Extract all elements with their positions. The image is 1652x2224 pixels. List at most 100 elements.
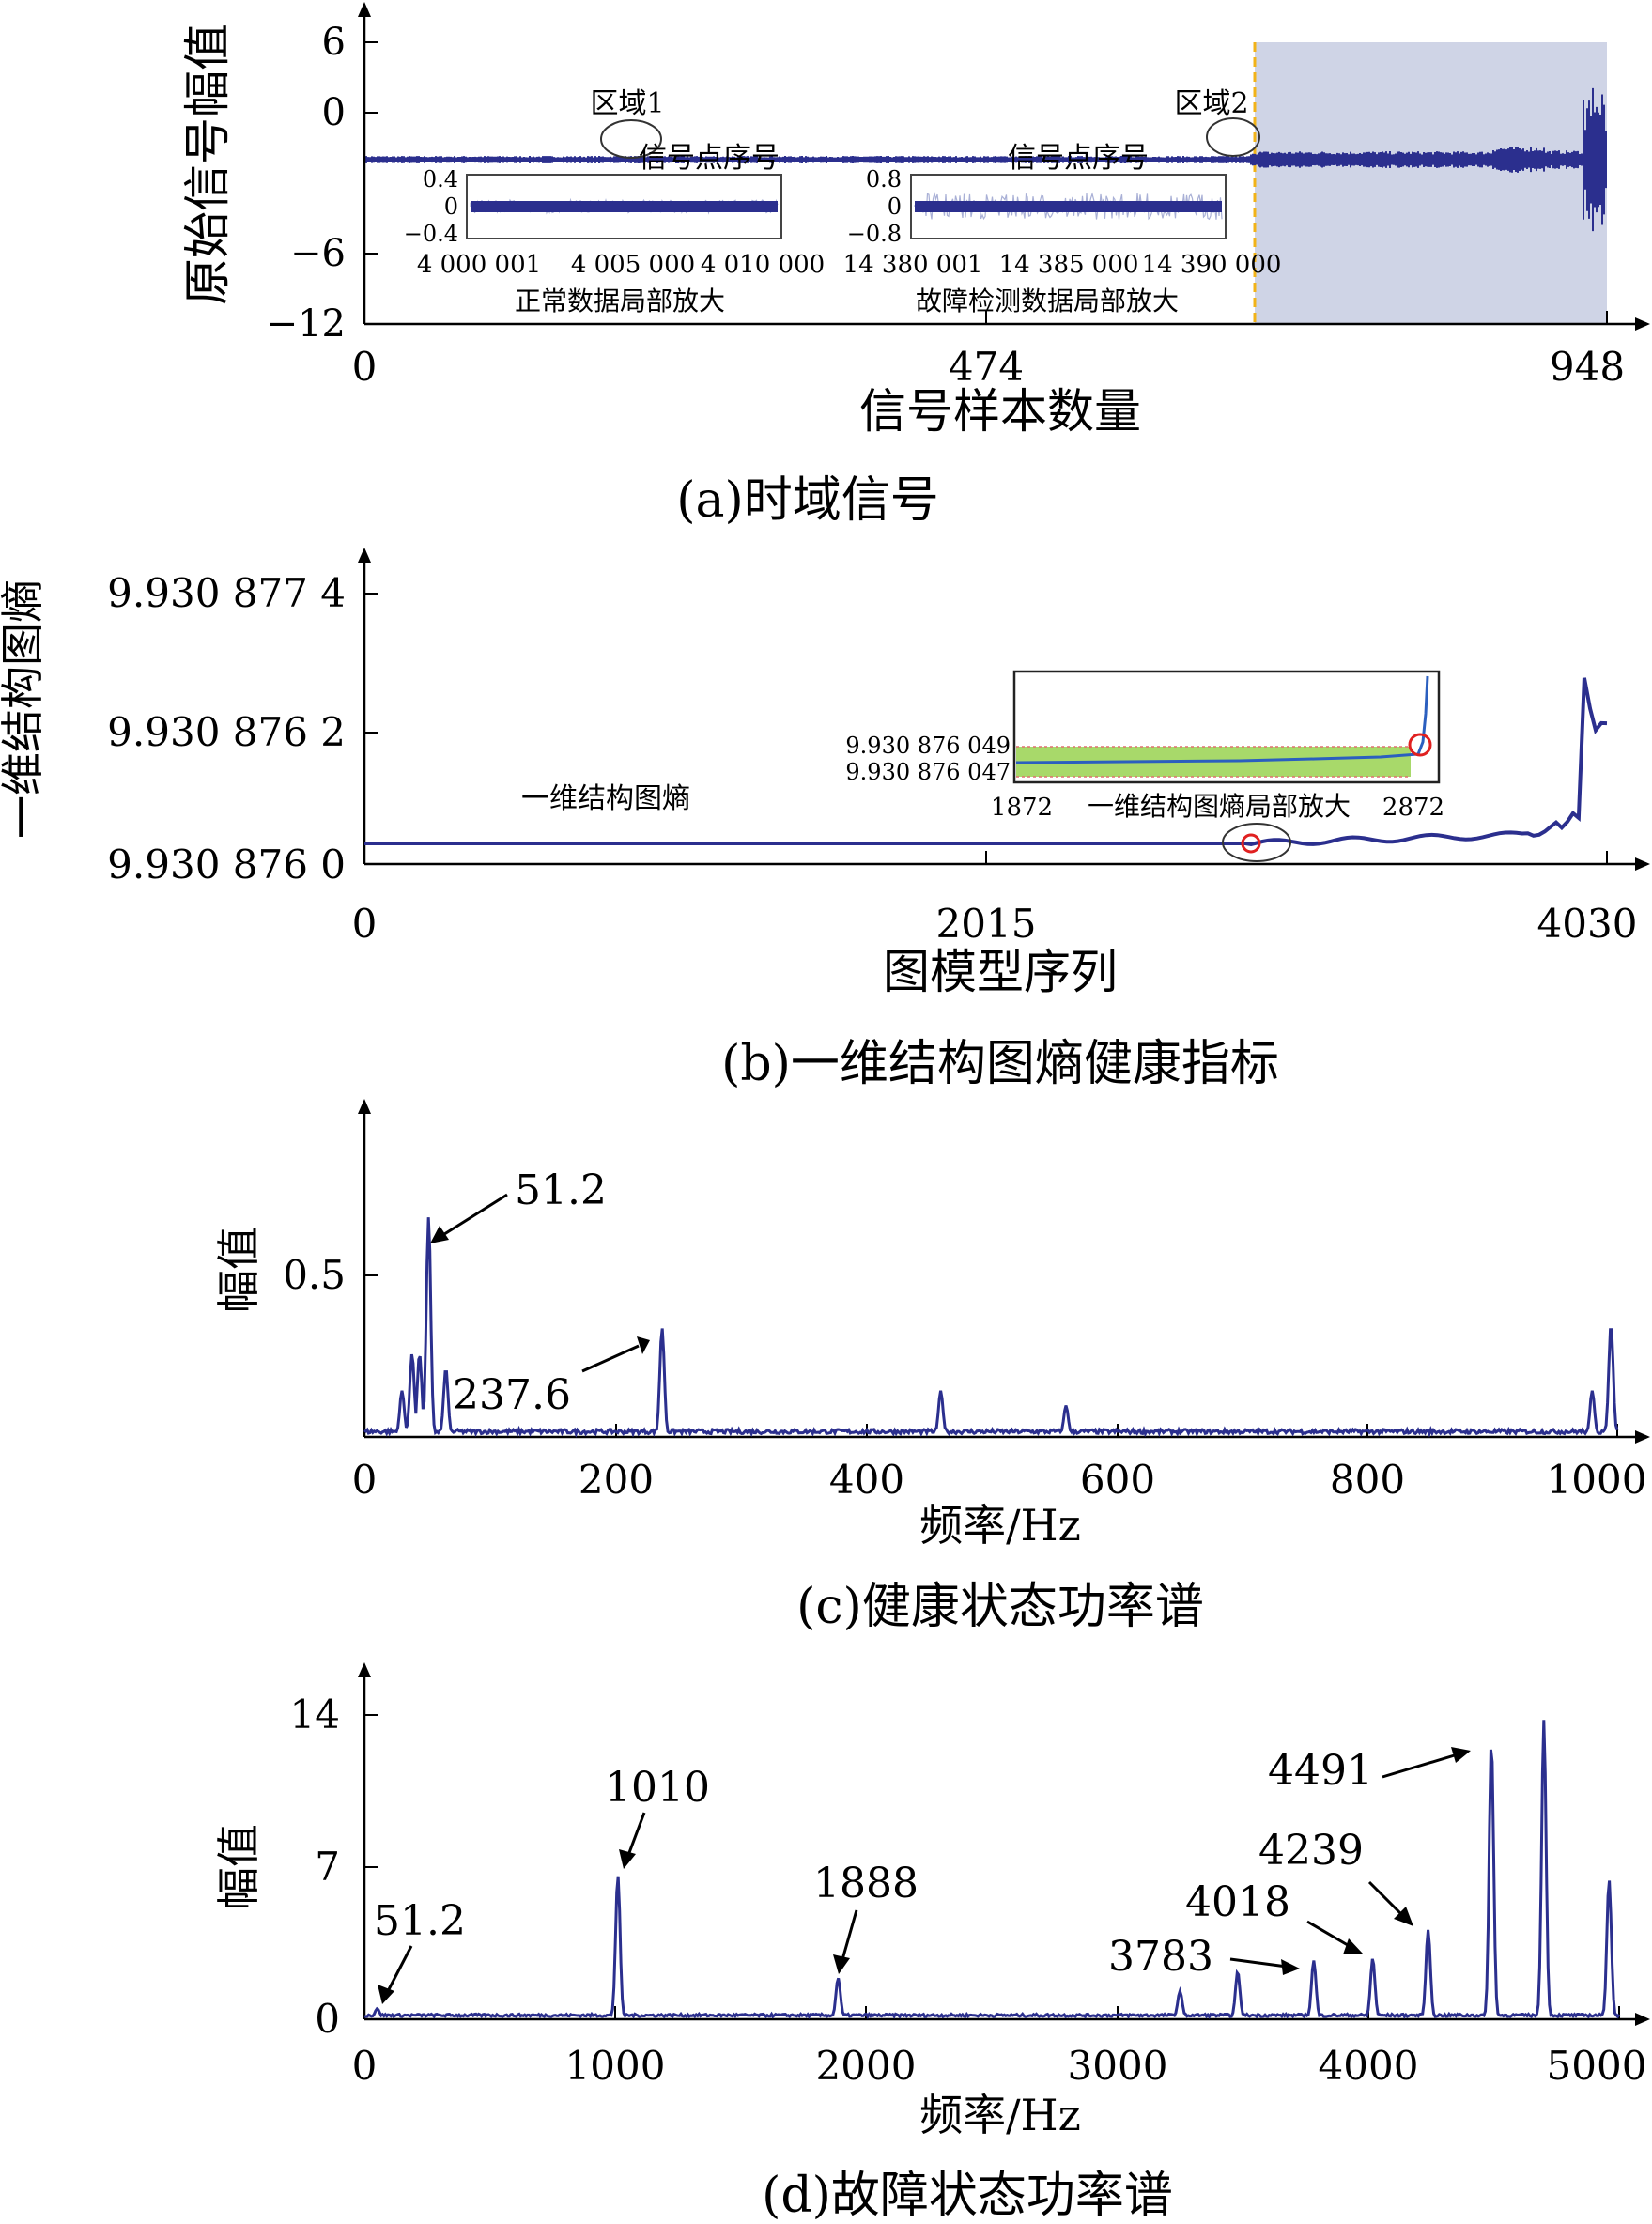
b-marker	[1241, 833, 1261, 854]
d-annot-4491: 4491	[1268, 1747, 1373, 1795]
b-inset-ytick: 9.930 876 049	[845, 733, 1011, 759]
d-ytick-label: 14	[290, 1691, 340, 1738]
c-xtick-label: 0	[352, 1457, 378, 1503]
c-arrowhead-237	[637, 1336, 650, 1354]
d-xtick-label: 0	[352, 2043, 378, 2089]
a-ytick-label: 0	[322, 91, 346, 134]
c-xtick-label: 200	[579, 1457, 654, 1503]
panel-a: 6 0 −6 −12 0 474 948 信号样本数量 原始信号幅值 (a)时域…	[180, 2, 1650, 529]
d-xtick-label: 1000	[565, 2043, 666, 2089]
d-annot-3783: 3783	[1108, 1933, 1213, 1981]
inset1-trace	[470, 197, 779, 215]
a-x-axis-title: 信号样本数量	[859, 384, 1141, 439]
inset1-title: 信号点序号	[639, 142, 780, 175]
fault-region	[1255, 42, 1607, 324]
b-xtick-label: 0	[352, 901, 378, 947]
d-arrowhead-4491	[1451, 1747, 1471, 1763]
b-x-axis-arrow	[1635, 857, 1650, 871]
d-arrow-1888	[840, 1909, 858, 1964]
inset2-xtick: 14 380 001	[843, 251, 983, 279]
a-ytick-label: 6	[322, 21, 346, 64]
fault-spectrum-trace	[363, 1720, 1621, 2020]
inset1-caption: 正常数据局部放大	[515, 286, 725, 317]
inset2-ytick: −0.8	[847, 221, 902, 247]
inset1-ytick: 0	[444, 193, 458, 220]
d-arrow-4239	[1367, 1880, 1407, 1920]
inset2-trace	[914, 191, 1223, 221]
c-xtick-label: 1000	[1547, 1457, 1647, 1503]
a-ytick-label: −12	[267, 302, 346, 346]
b-inset-trace	[1015, 675, 1429, 764]
inset-normal: 信号点序号 0.4 0 −0.4 4 000 001 4 005 000 4 0…	[404, 142, 825, 317]
d-caption: (d)故障状态功率谱	[762, 2168, 1173, 2224]
d-annot-4239: 4239	[1258, 1827, 1364, 1875]
panel-d: 14 7 0 0 1000 2000 3000 4000 5000 频率/Hz …	[213, 1662, 1650, 2224]
d-arrow-4018	[1306, 1920, 1353, 1950]
d-arrowhead-51	[378, 1985, 394, 2004]
d-ytick-label: 7	[315, 1844, 340, 1890]
region1-label: 区域1	[590, 87, 664, 120]
region2-ellipse	[1206, 117, 1260, 157]
d-ytick-label: 0	[315, 1996, 340, 2042]
b-xtick-label: 2015	[936, 901, 1037, 947]
inset2-ytick: 0	[888, 193, 902, 220]
d-x-axis-title: 频率/Hz	[919, 2090, 1081, 2140]
a-xtick-label: 474	[949, 344, 1024, 390]
inset1-xtick: 4 010 000	[701, 251, 825, 279]
a-xtick-label: 948	[1550, 344, 1625, 390]
panel-c: 0.5 0 200 400 600 800 1000 频率/Hz 幅值 (c)健…	[213, 1099, 1650, 1635]
panel-b: 9.930 877 4 9.930 876 2 9.930 876 0 0 20…	[0, 548, 1650, 1092]
c-arrow-237	[581, 1344, 640, 1373]
c-xtick-label: 400	[829, 1457, 904, 1503]
region1-ellipse	[600, 119, 662, 159]
inset2-xtick: 14 385 000	[999, 251, 1139, 279]
a-ytick-label: −6	[290, 232, 346, 275]
inset1-ytick: −0.4	[404, 221, 458, 247]
d-x-axis-arrow	[1635, 2013, 1650, 2026]
d-arrow-1010	[625, 1812, 646, 1859]
d-arrow-3783	[1229, 1957, 1288, 1969]
c-ytick-label: 0.5	[283, 1252, 346, 1298]
c-caption: (c)健康状态功率谱	[796, 1579, 1204, 1635]
a-xtick-label: 0	[352, 344, 378, 390]
b-inset-xend: 2872	[1382, 794, 1444, 822]
d-xtick-label: 3000	[1068, 2043, 1168, 2089]
d-arrowhead-4239	[1394, 1907, 1413, 1926]
entropy-trace	[364, 677, 1608, 847]
b-marker-ellipse	[1222, 823, 1291, 862]
d-arrow-51	[385, 1945, 413, 1994]
c-y-axis-title: 幅值	[213, 1227, 264, 1313]
b-inset-marker	[1408, 733, 1432, 757]
inset2-xtick: 14 390 000	[1142, 251, 1282, 279]
b-inset-caption: 一维结构图熵局部放大	[1088, 791, 1351, 822]
c-arrowhead-51	[430, 1226, 449, 1243]
c-annot-51: 51.2	[515, 1166, 607, 1214]
spectrum-trace	[363, 1217, 1619, 1438]
b-y-axis-title: 一维结构图熵	[0, 579, 48, 839]
inset1-xtick: 4 000 001	[417, 251, 541, 279]
c-xtick-label: 800	[1330, 1457, 1405, 1503]
c-y-axis-arrow	[358, 1099, 371, 1114]
d-xtick-label: 4000	[1319, 2043, 1419, 2089]
d-xtick-label: 2000	[816, 2043, 917, 2089]
b-series-label: 一维结构图熵	[521, 782, 690, 815]
d-arrowhead-1888	[833, 1954, 850, 1974]
d-arrowhead-3783	[1281, 1959, 1300, 1975]
b-ytick-label: 9.930 877 4	[107, 570, 346, 616]
d-arrow-4491	[1382, 1753, 1459, 1779]
inset2-caption: 故障检测数据局部放大	[916, 286, 1179, 317]
inset-core	[471, 201, 778, 212]
a-x-axis-arrow	[1635, 317, 1650, 331]
c-arrow-51	[440, 1193, 508, 1238]
b-ytick-label: 9.930 876 2	[107, 709, 346, 755]
b-inset-ytick: 9.930 876 047	[845, 759, 1011, 785]
c-xtick-label: 600	[1080, 1457, 1155, 1503]
a-y-axis-title: 原始信号幅值	[180, 23, 235, 305]
d-xtick-label: 5000	[1547, 2043, 1647, 2089]
b-ytick-label: 9.930 876 0	[107, 842, 346, 888]
d-y-axis-title: 幅值	[213, 1824, 264, 1910]
a-y-axis-arrow	[358, 2, 371, 17]
c-x-axis-arrow	[1635, 1430, 1650, 1444]
d-annot-4018: 4018	[1185, 1878, 1290, 1926]
